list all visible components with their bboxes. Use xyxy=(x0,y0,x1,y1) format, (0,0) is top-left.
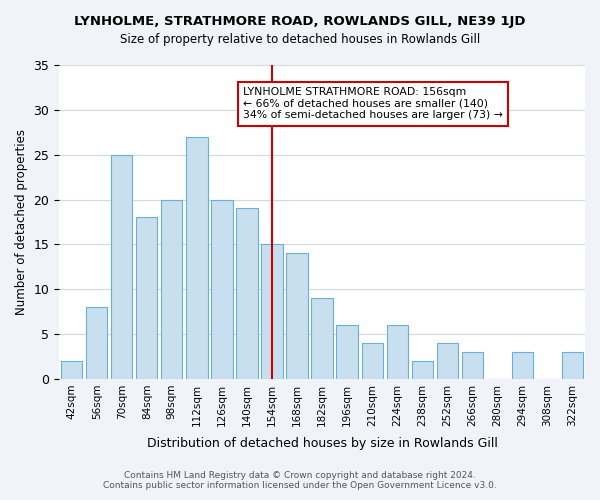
X-axis label: Distribution of detached houses by size in Rowlands Gill: Distribution of detached houses by size … xyxy=(146,437,497,450)
Text: Contains HM Land Registry data © Crown copyright and database right 2024.
Contai: Contains HM Land Registry data © Crown c… xyxy=(103,470,497,490)
Bar xyxy=(337,325,358,379)
Bar xyxy=(111,154,133,379)
Bar xyxy=(61,361,82,379)
Bar xyxy=(86,307,107,379)
Text: Size of property relative to detached houses in Rowlands Gill: Size of property relative to detached ho… xyxy=(120,32,480,46)
Text: LYNHOLME, STRATHMORE ROAD, ROWLANDS GILL, NE39 1JD: LYNHOLME, STRATHMORE ROAD, ROWLANDS GILL… xyxy=(74,15,526,28)
Bar xyxy=(311,298,333,379)
Bar xyxy=(412,361,433,379)
Y-axis label: Number of detached properties: Number of detached properties xyxy=(15,129,28,315)
Bar xyxy=(236,208,257,379)
Bar xyxy=(186,136,208,379)
Bar xyxy=(437,343,458,379)
Bar xyxy=(161,200,182,379)
Bar xyxy=(386,325,408,379)
Bar xyxy=(262,244,283,379)
Text: LYNHOLME STRATHMORE ROAD: 156sqm
← 66% of detached houses are smaller (140)
34% : LYNHOLME STRATHMORE ROAD: 156sqm ← 66% o… xyxy=(243,87,503,120)
Bar xyxy=(562,352,583,379)
Bar xyxy=(211,200,233,379)
Bar xyxy=(461,352,483,379)
Bar xyxy=(286,254,308,379)
Bar xyxy=(362,343,383,379)
Bar xyxy=(136,218,157,379)
Bar xyxy=(512,352,533,379)
